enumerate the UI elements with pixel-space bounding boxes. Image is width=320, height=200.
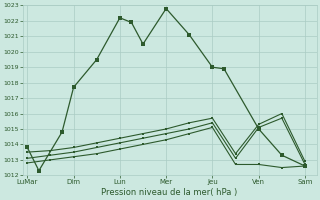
X-axis label: Pression niveau de la mer( hPa ): Pression niveau de la mer( hPa ) bbox=[101, 188, 238, 197]
